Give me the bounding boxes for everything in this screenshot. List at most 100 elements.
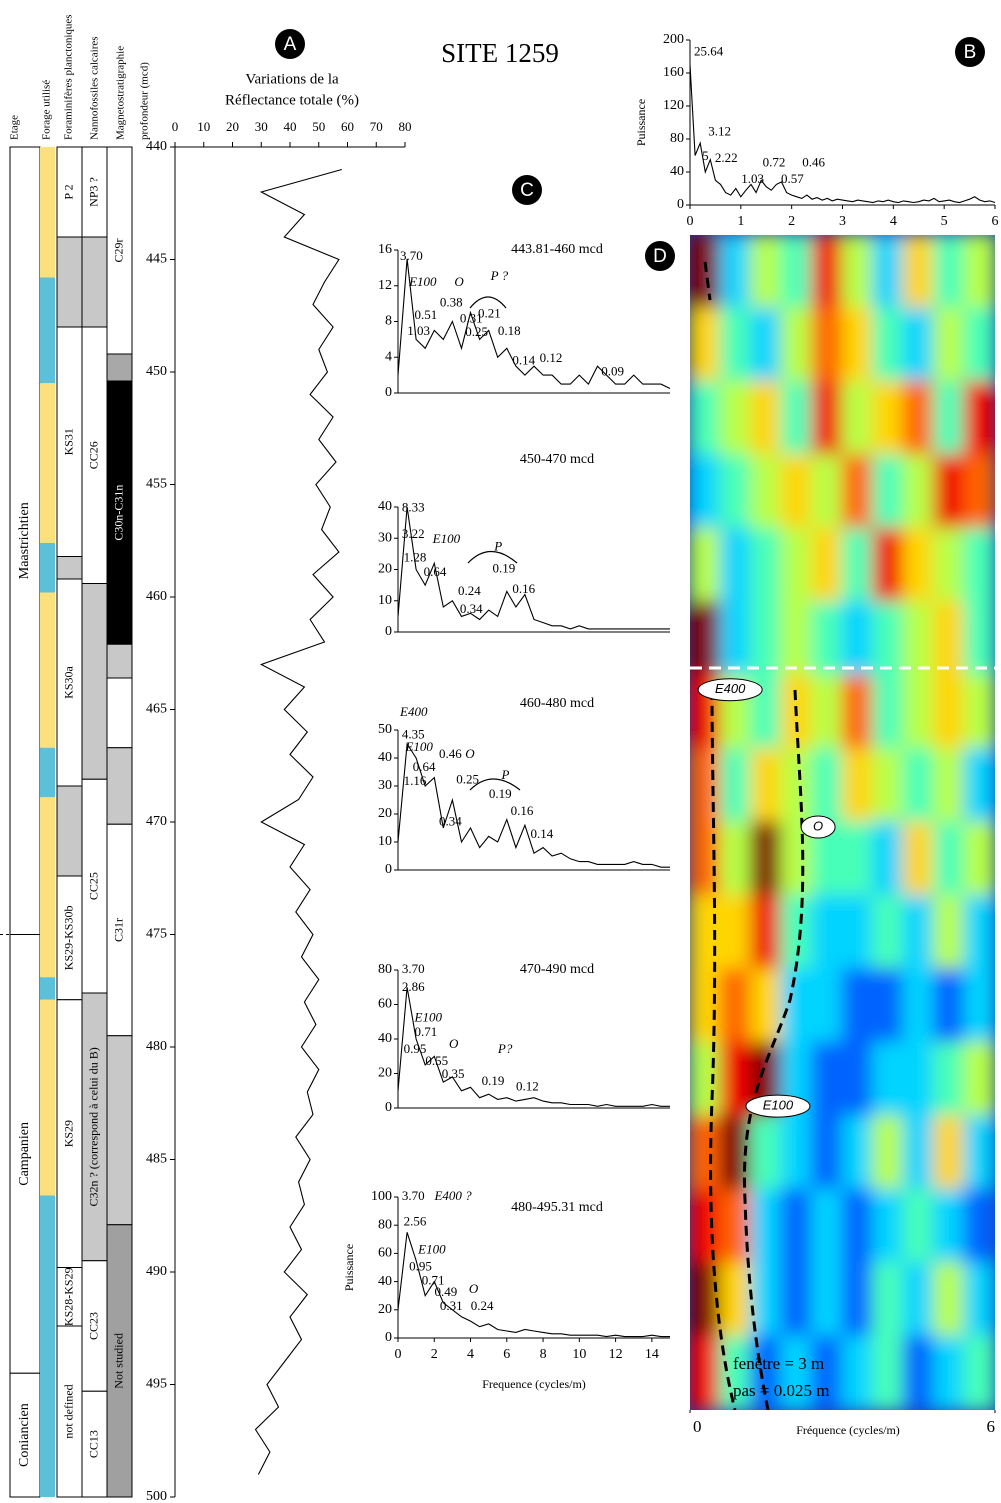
panel-badge xyxy=(645,241,675,271)
column-unit xyxy=(56,326,83,557)
spectrogram-cell xyxy=(841,968,874,1044)
spectrogram-cell xyxy=(963,674,995,751)
spectrogram-cell xyxy=(841,894,874,971)
column-header: Etage xyxy=(9,115,21,140)
spectrogram-cell xyxy=(872,380,905,457)
peak-label: 0.95 xyxy=(409,1258,432,1273)
spectrogram-cell xyxy=(750,1335,783,1410)
spectrogram-cell xyxy=(811,968,844,1044)
spectrogram-cells xyxy=(690,235,995,1410)
spectrogram-cell xyxy=(933,1262,966,1338)
peak-label: 0.46 xyxy=(439,746,462,761)
spectrogram-cell xyxy=(872,1335,905,1410)
spectrogram-cell xyxy=(780,968,813,1044)
peak-label: O xyxy=(465,746,475,761)
spectrogram-cell xyxy=(719,821,752,897)
unit-label: KS28-KS29 xyxy=(61,1267,75,1326)
x-tick-label: 0 xyxy=(693,1417,702,1436)
column-unit xyxy=(106,823,133,1037)
panel-letter: A xyxy=(284,34,297,55)
y-tick-label: 20 xyxy=(378,1066,392,1081)
spectrogram-cell xyxy=(902,674,935,751)
y-tick-label: 445 xyxy=(146,252,167,267)
column-unit xyxy=(40,147,55,278)
spectrogram-cell xyxy=(841,1041,874,1118)
spectrogram-cell xyxy=(690,601,722,677)
x-tick-label: 6 xyxy=(987,1417,996,1436)
spectrogram-cell xyxy=(690,1115,722,1191)
spectrogram-cell xyxy=(750,380,783,457)
spectrogram-cell xyxy=(811,601,844,677)
peak-label: 0.31 xyxy=(460,311,483,326)
peak-label: 2.86 xyxy=(402,979,425,994)
spectrogram-cell xyxy=(690,235,722,310)
spectrogram-cell xyxy=(750,454,783,530)
arc xyxy=(467,550,518,564)
y-tick-label: 465 xyxy=(146,702,167,717)
y-tick-label: 50 xyxy=(378,722,392,737)
peak-label: E100 xyxy=(432,531,461,546)
unit-label: C29r xyxy=(111,238,125,262)
spectrogram-cell xyxy=(780,1188,813,1265)
spectrogram-cell xyxy=(750,601,783,677)
spectrogram-cell xyxy=(902,1262,935,1338)
spectrogram-cell xyxy=(902,1335,935,1410)
x-tick-label: 70 xyxy=(370,119,383,134)
y-tick-label: 455 xyxy=(146,477,167,492)
peak-label: 0.34 xyxy=(439,813,462,828)
unit-label: KS31 xyxy=(61,428,75,455)
spectrogram-cell xyxy=(690,1041,722,1118)
spectrogram-cell xyxy=(811,748,844,824)
spectrogram-cell xyxy=(750,1115,783,1191)
spectrogram-cell xyxy=(719,968,752,1044)
column-unit xyxy=(40,383,55,543)
unit-label: CC13 xyxy=(86,1430,100,1458)
spectrogram-cell xyxy=(811,454,844,530)
spectrogram-cell xyxy=(872,1115,905,1191)
spectrum-line xyxy=(397,987,670,1107)
column-unit xyxy=(106,677,133,749)
spectrogram-cell xyxy=(750,235,783,310)
spectrogram-cell xyxy=(690,380,722,457)
y-tick-label: 80 xyxy=(670,131,684,146)
peak-label: 0.16 xyxy=(511,803,534,818)
parameter-note: fenêtre = 3 m xyxy=(733,1354,824,1373)
y-tick-label: 0 xyxy=(677,197,684,212)
spectrum-line xyxy=(397,258,671,389)
spectrogram-cell xyxy=(811,1041,844,1118)
reflectance-trace xyxy=(254,168,342,1475)
spectrogram-cell xyxy=(780,748,813,824)
spectrogram-cell xyxy=(902,307,935,383)
spectrogram-cell xyxy=(690,968,722,1044)
spectrogram-cell xyxy=(811,307,844,383)
column-header: Nannofossiles calcaires xyxy=(89,36,101,140)
spectrogram-cell xyxy=(811,380,844,457)
y-tick-label: 0 xyxy=(385,624,392,639)
ridge-badge xyxy=(800,815,836,839)
unit-label: KS29 xyxy=(61,1120,75,1147)
peak-label: 0.09 xyxy=(601,363,624,378)
peak-label: P xyxy=(501,767,510,782)
peak-label: E100 xyxy=(414,1009,443,1024)
ridge-badge xyxy=(745,1094,811,1118)
spectrogram-cell xyxy=(719,527,752,604)
peak-label: E400 xyxy=(399,704,428,719)
panel-badge xyxy=(275,29,305,59)
spectrogram-cell xyxy=(963,1041,995,1118)
peak-label: 0.19 xyxy=(482,1073,505,1088)
spectrogram-cell xyxy=(780,307,813,383)
peak-label: 5 xyxy=(702,148,709,163)
peak-label: 0.64 xyxy=(424,564,447,579)
spectrogram-cell xyxy=(780,1335,813,1410)
column-unit xyxy=(40,999,55,1196)
column-unit xyxy=(40,592,55,748)
y-tick-label: 490 xyxy=(146,1264,167,1279)
y-tick-label: 20 xyxy=(378,806,392,821)
y-tick-label: 480 xyxy=(146,1039,167,1054)
panel-letter: D xyxy=(653,246,667,267)
spectrogram-cell xyxy=(841,1335,874,1410)
spectrogram-cell xyxy=(872,307,905,383)
y-tick-label: 30 xyxy=(378,778,392,793)
x-tick-label: 50 xyxy=(312,119,325,134)
spectrum-line xyxy=(689,64,996,204)
